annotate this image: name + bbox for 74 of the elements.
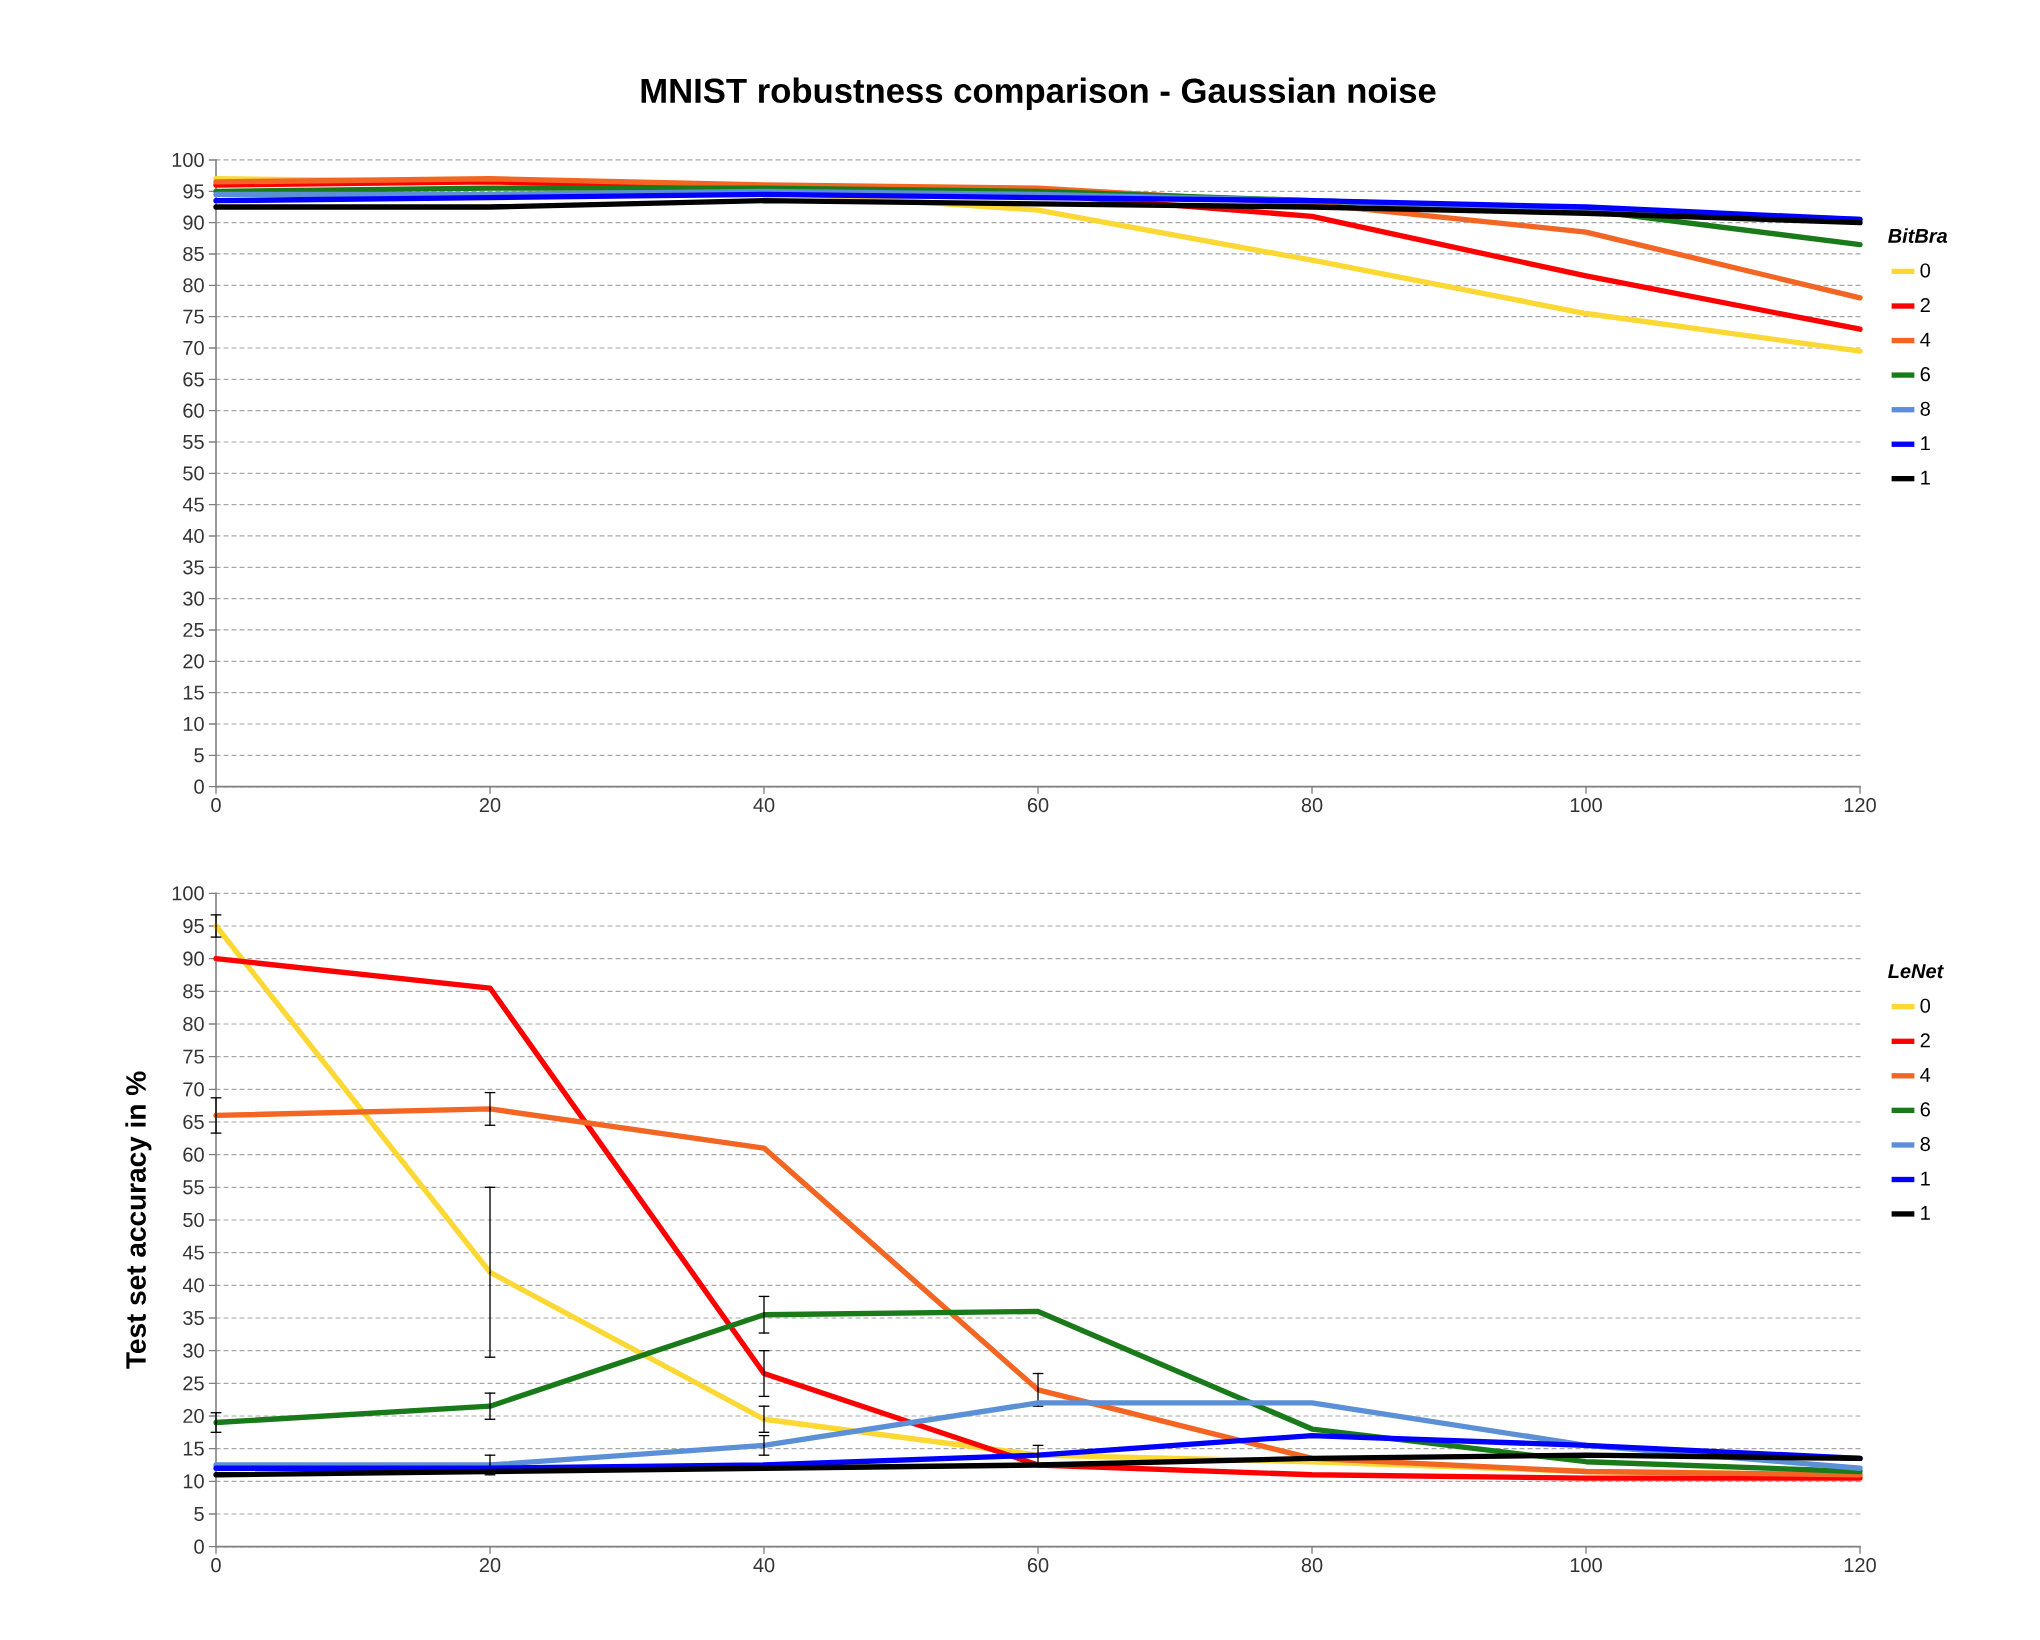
y-tick-label: 85 [183, 984, 204, 999]
y-tick-label: 70 [183, 340, 204, 356]
legend-title: LeNet [1888, 964, 1944, 979]
legend-label: 6 [1920, 1102, 1930, 1117]
legend-label: 8 [1920, 401, 1930, 416]
y-tick-label: 20 [183, 654, 204, 669]
legend-label: 0 [1920, 998, 1931, 1013]
y-axis-title: Test set accuracy in % [125, 1071, 152, 1369]
y-tick-label: 95 [183, 918, 204, 934]
x-tick-label: 80 [1301, 1558, 1323, 1573]
y-tick-label: 50 [183, 466, 204, 481]
x-tick-label: 0 [211, 798, 221, 813]
legend-label: 1 [1921, 470, 1930, 485]
x-tick-label: 20 [479, 1558, 501, 1573]
y-tick-label: 55 [183, 435, 204, 449]
y-tick-label: 5 [194, 748, 204, 763]
y-tick-label: 75 [183, 309, 204, 324]
x-tick-label: 80 [1301, 798, 1323, 813]
y-tick-label: 100 [172, 152, 204, 168]
legend-title: BitBra [1888, 228, 1948, 243]
y-tick-label: 35 [183, 560, 204, 575]
y-tick-label: 80 [183, 1016, 204, 1032]
x-tick-label: 120 [1844, 798, 1876, 813]
x-tick-label: 40 [753, 798, 775, 813]
y-tick-label: 65 [183, 372, 204, 387]
legend-label: 2 [1920, 1033, 1930, 1048]
legend-label: 1 [1921, 1206, 1930, 1220]
legend-label: 4 [1920, 1067, 1931, 1082]
y-tick-label: 60 [183, 1147, 204, 1162]
y-tick-label: 30 [183, 1343, 204, 1358]
y-tick-label: 0 [194, 1539, 204, 1554]
legend-label: 0 [1920, 263, 1931, 278]
y-tick-label: 45 [182, 497, 204, 512]
y-tick-label: 45 [182, 1245, 204, 1260]
y-tick-label: 95 [183, 184, 204, 199]
y-tick-label: 40 [182, 1278, 204, 1293]
y-tick-label: 60 [183, 403, 204, 418]
y-tick-label: 65 [183, 1114, 204, 1130]
y-tick-label: 15 [183, 685, 204, 700]
y-tick-label: 50 [183, 1212, 204, 1228]
legend-label: 1 [1921, 436, 1930, 451]
legend-label: 6 [1920, 367, 1930, 382]
y-tick-label: 25 [183, 1376, 204, 1391]
chart-title: MNIST robustness comparison - Gaussian noise [641, 77, 1436, 110]
x-tick-label: 100 [1570, 798, 1602, 813]
y-tick-label: 35 [183, 1310, 204, 1326]
legend-label: 2 [1920, 298, 1930, 312]
x-tick-label: 100 [1570, 1558, 1602, 1573]
y-tick-label: 55 [183, 1180, 204, 1195]
y-tick-label: 75 [183, 1049, 204, 1064]
x-tick-label: 60 [1027, 1558, 1049, 1573]
x-tick-label: 40 [753, 1558, 775, 1573]
x-tick-label: 60 [1027, 798, 1049, 813]
y-tick-label: 80 [183, 278, 204, 293]
y-tick-label: 85 [183, 246, 204, 262]
y-tick-label: 90 [183, 951, 204, 966]
y-tick-label: 20 [183, 1408, 204, 1424]
y-tick-label: 10 [183, 1474, 204, 1489]
y-tick-label: 100 [172, 886, 204, 901]
legend-label: 4 [1920, 332, 1931, 347]
y-tick-label: 15 [183, 1441, 204, 1456]
y-tick-label: 5 [194, 1507, 204, 1521]
y-tick-label: 25 [183, 622, 204, 638]
legend-label: 1 [1921, 1171, 1930, 1186]
y-tick-label: 30 [183, 591, 204, 606]
y-tick-label: 0 [194, 779, 204, 794]
x-tick-label: 0 [211, 1558, 221, 1573]
y-tick-label: 40 [182, 528, 204, 544]
x-tick-label: 120 [1844, 1558, 1876, 1573]
y-tick-label: 70 [183, 1082, 204, 1097]
y-tick-label: 10 [183, 716, 204, 732]
x-tick-label: 20 [479, 798, 501, 813]
legend-label: 8 [1920, 1137, 1930, 1152]
y-tick-label: 90 [183, 215, 204, 230]
